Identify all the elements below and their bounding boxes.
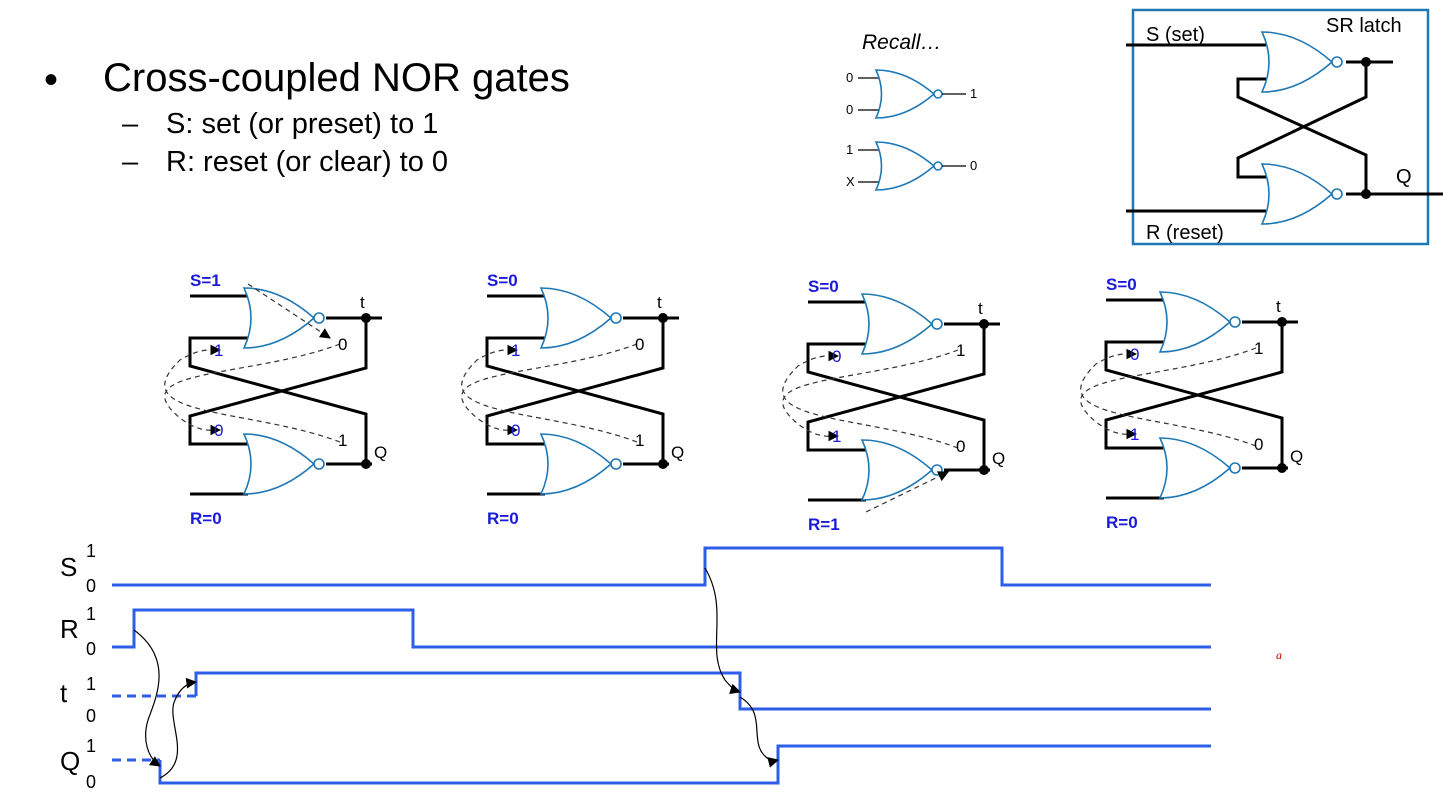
state-q-label: Q xyxy=(671,443,684,462)
signal-q-name: Q xyxy=(60,746,80,776)
signal-r-waveform xyxy=(112,608,1211,649)
signal-t-name: t xyxy=(60,678,68,708)
state-s-label: S=1 xyxy=(190,271,221,290)
state-top-output-value: 1 xyxy=(956,341,965,360)
signal-r-name: R xyxy=(60,614,79,644)
subpoint-reset-text: R: reset (or clear) to 0 xyxy=(166,146,449,178)
recall-g1-out: 1 xyxy=(970,86,977,101)
state-t-label: t xyxy=(360,293,365,312)
state-bottom-input-value: 0 xyxy=(214,421,223,440)
state-bottom-output-value: 0 xyxy=(1254,435,1263,454)
recall-g2-out: 0 xyxy=(970,158,977,173)
state-q-label: Q xyxy=(1290,447,1303,466)
state-q-label: Q xyxy=(374,443,387,462)
sub-dash: – xyxy=(122,146,139,178)
recall-gate-2: 1 X 0 xyxy=(846,141,977,191)
state-r-label: R=0 xyxy=(190,509,222,528)
signal-r-hi: 1 xyxy=(86,604,96,624)
signal-q-lo: 0 xyxy=(86,772,96,792)
subpoint-set: – S: set (or preset) to 1 xyxy=(122,108,438,141)
state-s-label: S=0 xyxy=(1106,275,1137,294)
state-bottom-output-value: 0 xyxy=(956,437,965,456)
recall-g1-in-b: 0 xyxy=(846,102,853,117)
recall-g2-in-a: 1 xyxy=(846,142,853,157)
state-bottom-output-value: 1 xyxy=(635,431,644,450)
sr-latch-box: SR latch S (set) R (reset) Q xyxy=(1126,8,1443,246)
signal-s-name: S xyxy=(60,552,77,582)
causal-arrow-q-to-t xyxy=(159,677,198,779)
state-top-input-value: 1 xyxy=(511,341,520,360)
state-r-label: R=0 xyxy=(1106,513,1138,532)
state-q-label: Q xyxy=(992,449,1005,468)
latch-state-4: S=0 R=0 t Q 0 1 1 0 xyxy=(1080,275,1303,532)
subpoint-reset: – R: reset (or clear) to 0 xyxy=(122,146,448,179)
signal-q-hi: 1 xyxy=(86,736,96,756)
signal-t: t 1 0 xyxy=(60,671,1211,726)
signal-s: S 1 0 xyxy=(60,541,1211,596)
signal-q-waveform xyxy=(158,744,1211,785)
sr-latch-title: SR latch xyxy=(1326,15,1402,37)
state-t-label: t xyxy=(1276,297,1281,316)
timing-diagram: S 1 0 R 1 0 t 1 0 Q 1 0 a xyxy=(60,541,1282,792)
latch-state-1: S=1 R=0 t Q 1 0 0 1 xyxy=(164,271,387,528)
state-top-input-value: 1 xyxy=(214,341,223,360)
signal-q: Q 1 0 xyxy=(60,736,1211,792)
latch-state-2: S=0 R=0 t Q 1 0 0 1 xyxy=(461,271,684,528)
sub-dash: – xyxy=(122,108,139,140)
recall-title: Recall… xyxy=(862,31,941,54)
signal-r: R 1 0 xyxy=(60,604,1211,659)
state-t-label: t xyxy=(978,299,983,318)
signal-t-lo: 0 xyxy=(86,706,96,726)
sr-latch-r-label: R (reset) xyxy=(1146,222,1224,244)
latch-state-3: S=0 R=1 t Q 0 1 1 0 xyxy=(782,277,1005,534)
signal-r-lo: 0 xyxy=(86,639,96,659)
signal-t-hi: 1 xyxy=(86,674,96,694)
state-top-output-value: 0 xyxy=(635,335,644,354)
sr-latch-q-label: Q xyxy=(1396,166,1412,188)
recall-g1-in-a: 0 xyxy=(846,70,853,85)
slide-title: Cross-coupled NOR gates xyxy=(103,56,570,100)
state-top-input-value: 0 xyxy=(1130,345,1139,364)
subpoint-set-text: S: set (or preset) to 1 xyxy=(166,108,439,140)
signal-s-hi: 1 xyxy=(86,541,96,561)
state-bottom-input-value: 0 xyxy=(511,421,520,440)
signal-s-lo: 0 xyxy=(86,576,96,596)
state-top-output-value: 0 xyxy=(338,335,347,354)
state-t-label: t xyxy=(657,293,662,312)
signal-s-waveform xyxy=(112,546,1211,587)
causal-arrow-s-to-t xyxy=(704,567,742,695)
state-bottom-input-value: 1 xyxy=(1130,425,1139,444)
causal-arrow-r-to-q xyxy=(133,629,161,767)
recall-gate-1: 0 0 1 xyxy=(846,69,977,119)
state-s-label: S=0 xyxy=(487,271,518,290)
signal-t-waveform xyxy=(194,671,1211,711)
state-s-label: S=0 xyxy=(808,277,839,296)
latch-states: S=1 R=0 t Q 1 0 0 1 S=0 R=0 t Q 1 0 0 1 S=0 R=1 t Q 0 1 1 0 S=0 R… xyxy=(164,271,1303,534)
state-bottom-output-value: 1 xyxy=(338,431,347,450)
sr-latch-s-label: S (set) xyxy=(1146,24,1205,46)
state-top-input-value: 0 xyxy=(832,347,841,366)
recall-g2-in-b: X xyxy=(846,174,855,189)
state-bottom-input-value: 1 xyxy=(832,427,841,446)
state-r-label: R=1 xyxy=(808,515,840,534)
causal-arrow-t-to-q xyxy=(739,696,780,768)
state-r-label: R=0 xyxy=(487,509,519,528)
stray-mark: a xyxy=(1276,648,1282,662)
bullet-marker: • xyxy=(44,58,59,102)
state-top-output-value: 1 xyxy=(1254,339,1263,358)
